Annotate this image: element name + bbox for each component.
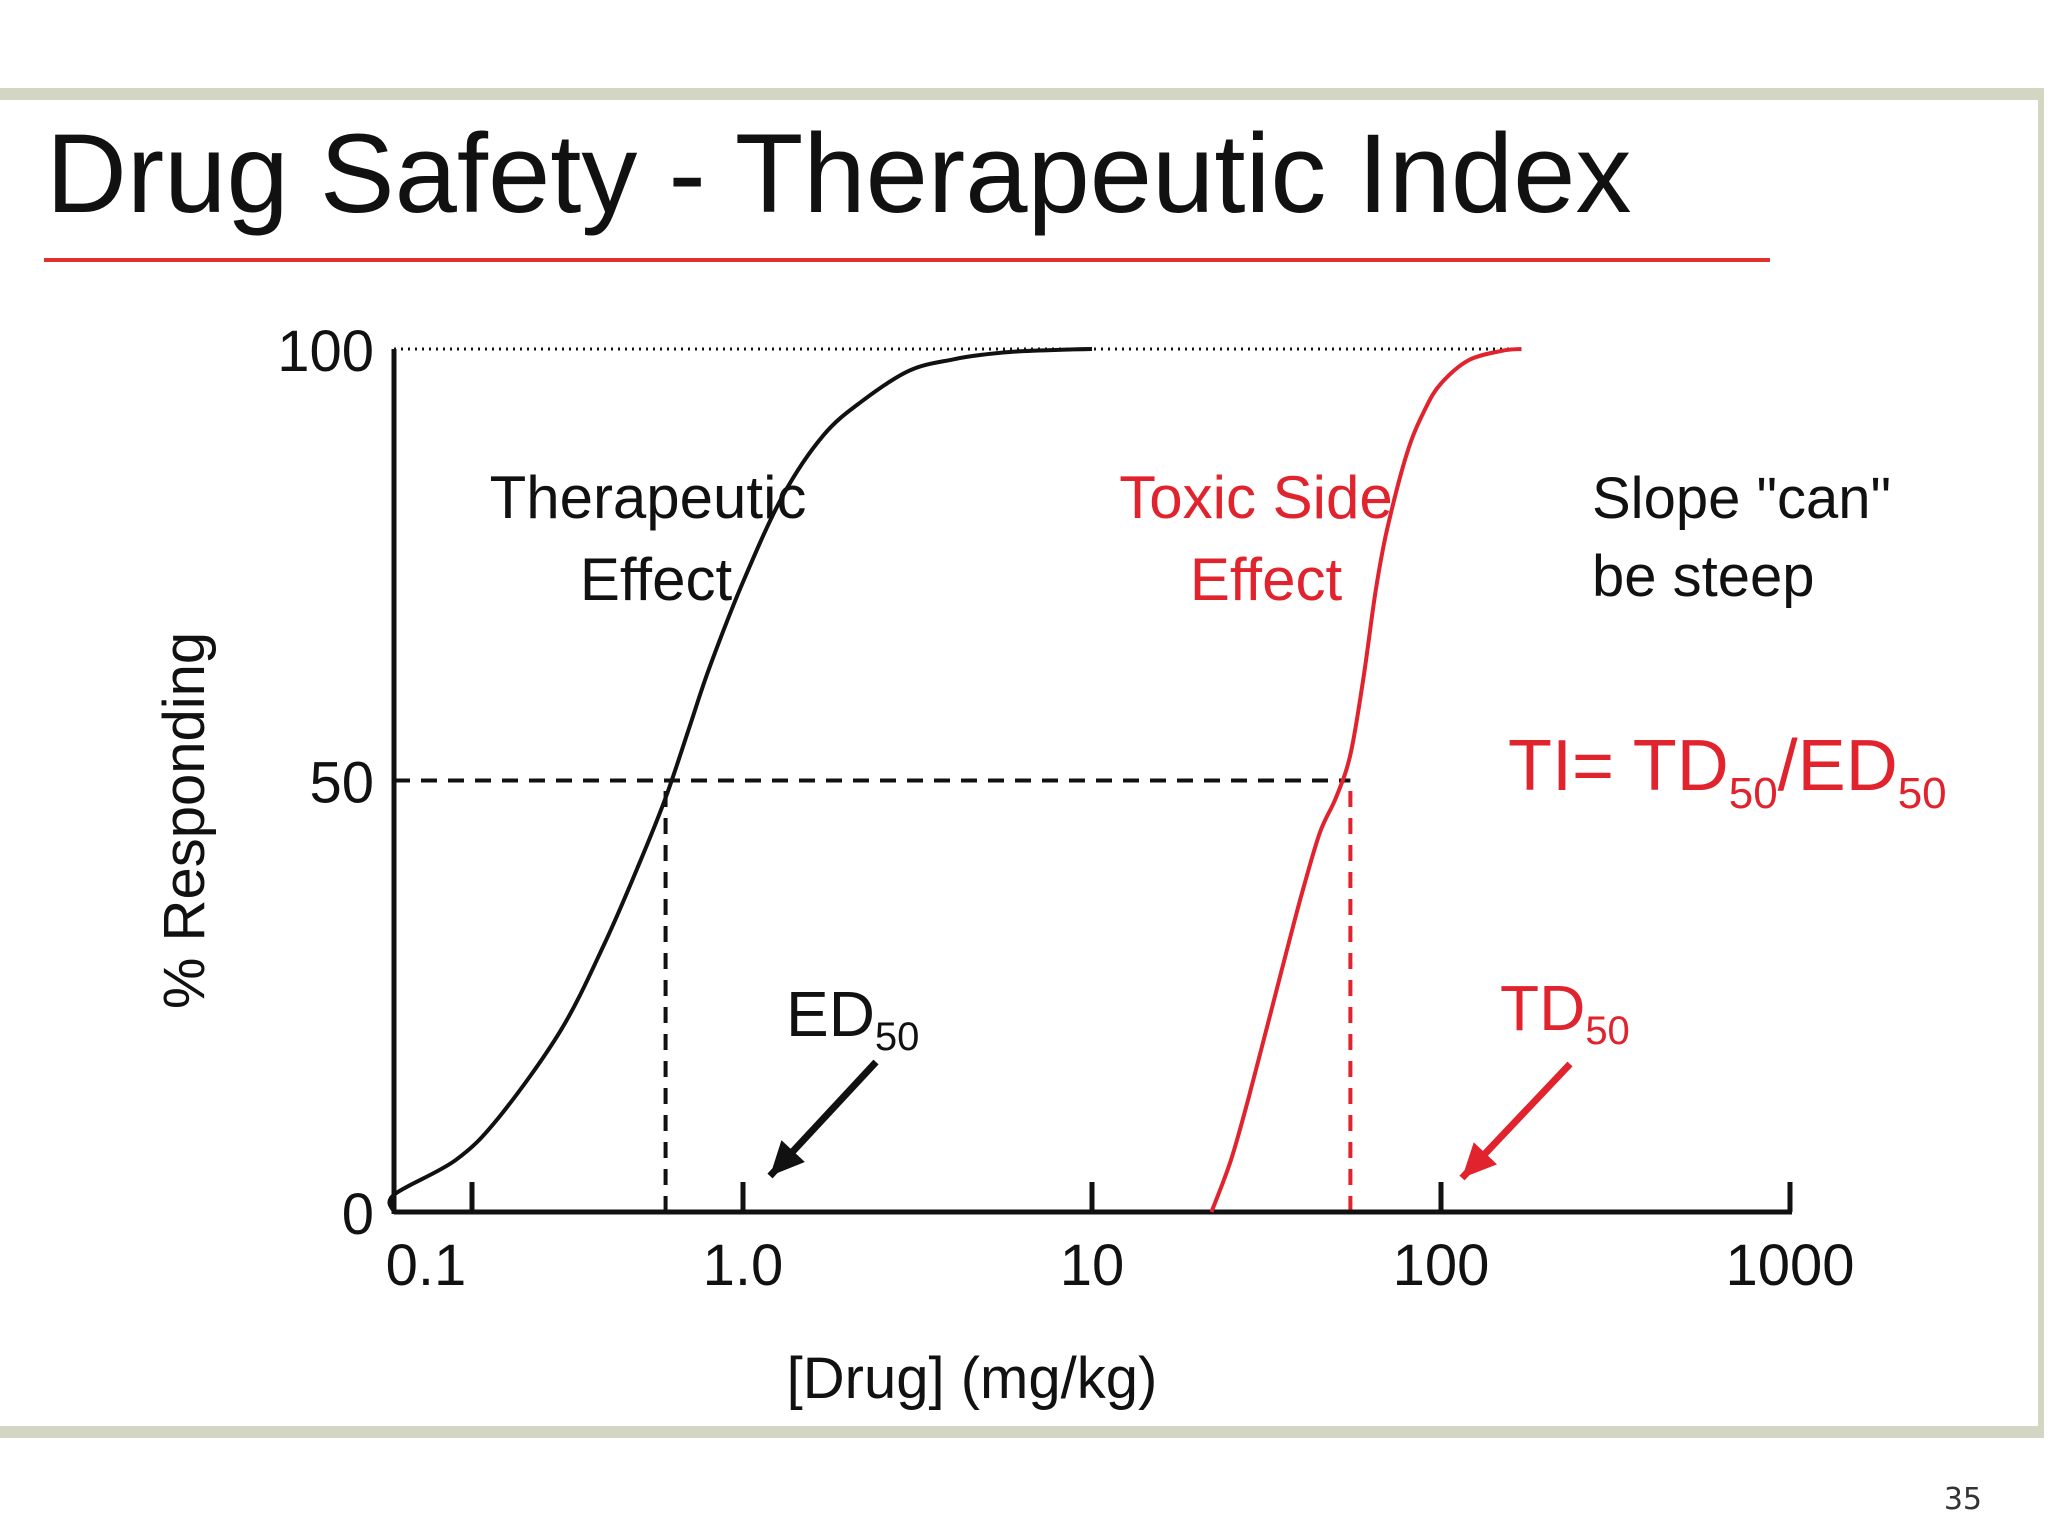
toxic-label-line2: Effect: [1190, 546, 1343, 613]
x-tick-label-0.1: 0.1: [386, 1233, 467, 1298]
series-line-toxic: [1209, 347, 1522, 1213]
y-tick-label-50: 50: [309, 751, 374, 816]
ed50-arrow-head: [770, 1140, 805, 1176]
ed50-arrow: [767, 1059, 879, 1179]
title-underline: [44, 258, 1770, 262]
slope-note-line1: Slope "can": [1592, 466, 1891, 531]
y-tick-label-0: 0: [342, 1182, 374, 1247]
td50-arrow: [1459, 1061, 1573, 1181]
slide-title: Drug Safety - Therapeutic Index: [46, 111, 1632, 236]
x-axis-title: [Drug] (mg/kg): [787, 1346, 1158, 1411]
page-number: 35: [1943, 1482, 1982, 1517]
x-tick-label-1.0: 1.0: [703, 1233, 784, 1298]
y-axis-title: % Responding: [152, 632, 217, 1009]
toxic-label-line1: Toxic Side: [1119, 464, 1392, 531]
slope-note-line2: be steep: [1592, 544, 1815, 609]
series-line-therapeutic: [387, 347, 1093, 1213]
therapeutic-label-line1: Therapeutic: [490, 464, 807, 531]
ti-formula: TI= TD50/ED50: [1508, 726, 1947, 818]
x-tick-label-100: 100: [1393, 1233, 1490, 1298]
y-tick-label-100: 100: [277, 319, 374, 384]
td50-arrow-head: [1462, 1142, 1497, 1178]
td50-label: TD50: [1500, 972, 1630, 1053]
x-tick-label-1000: 1000: [1725, 1233, 1854, 1298]
x-tick-label-10: 10: [1060, 1233, 1125, 1298]
therapeutic-label-line2: Effect: [580, 546, 733, 613]
ed50-label: ED50: [786, 978, 919, 1059]
